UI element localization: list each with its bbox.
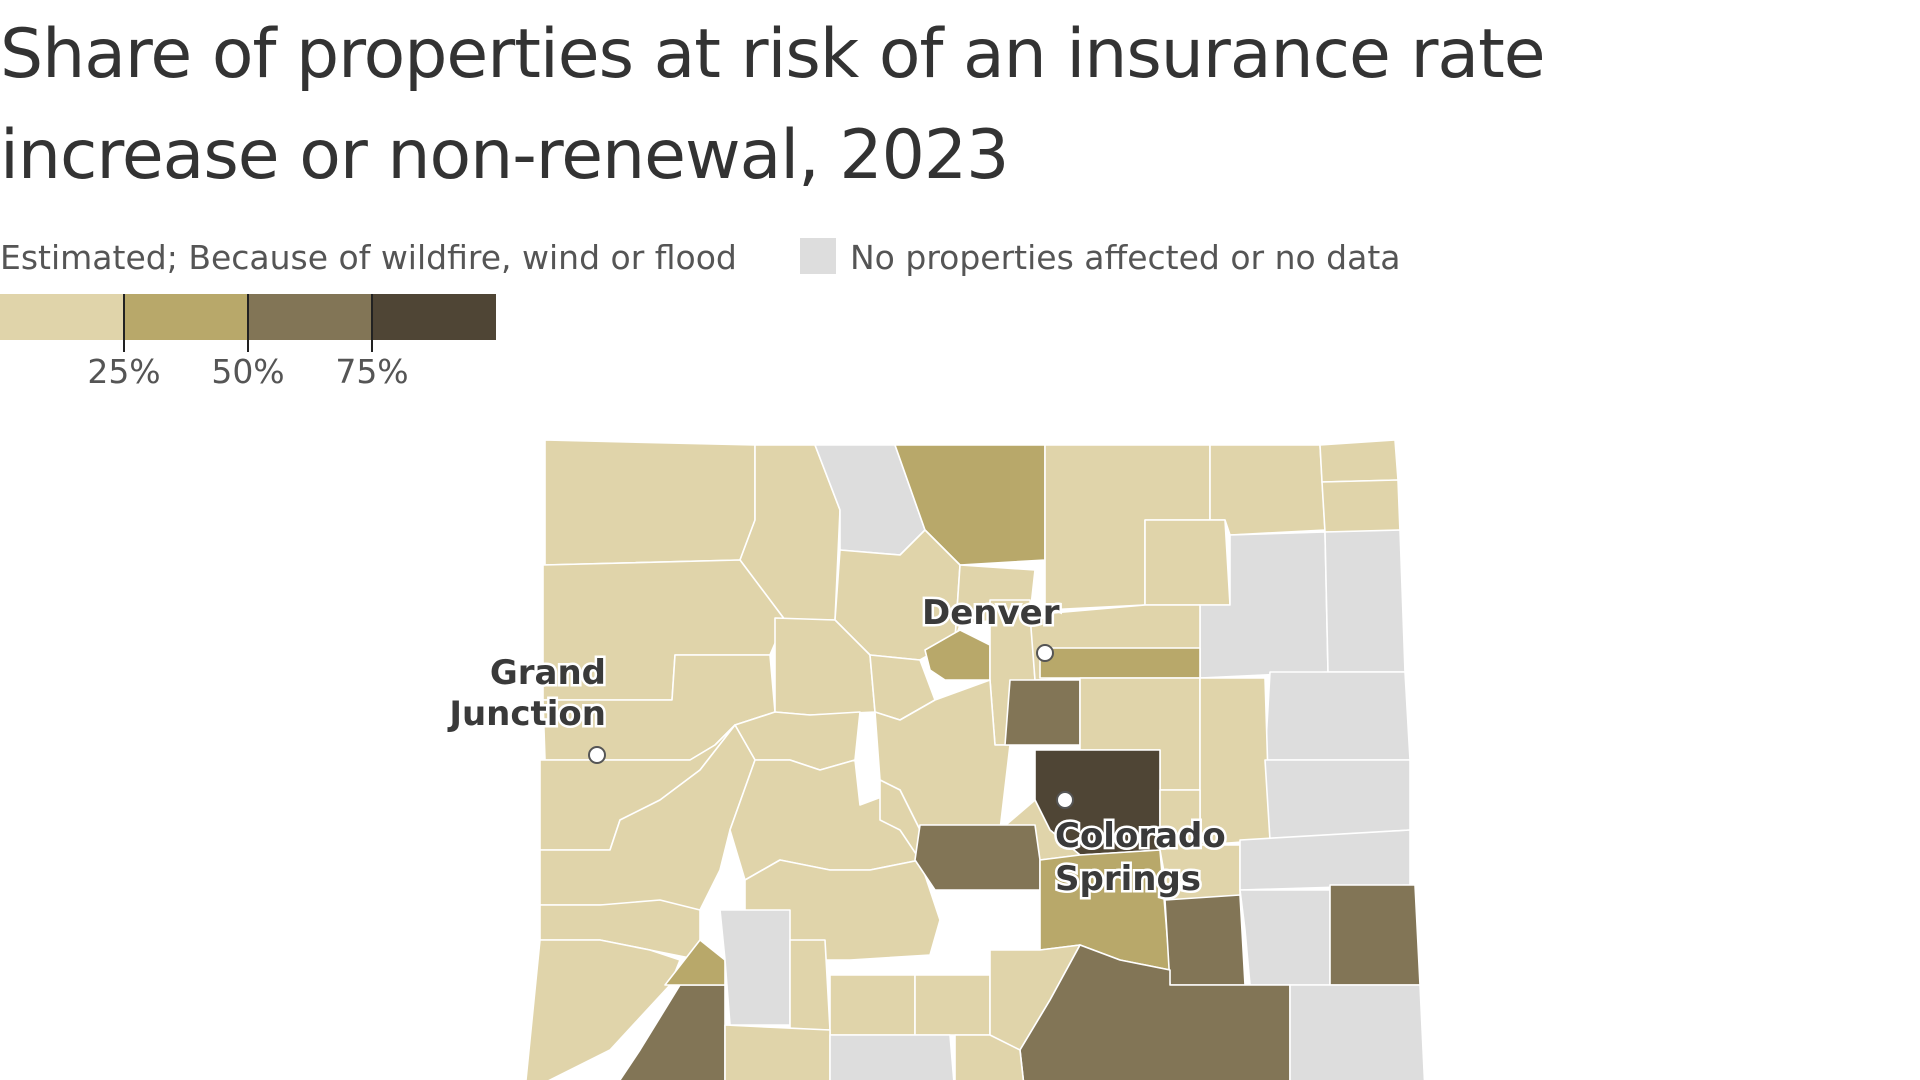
county-morgan [1144, 519, 1231, 606]
scale-bin-50-75 [248, 294, 372, 340]
county-sedgwick [1319, 439, 1399, 483]
county-archuleta [724, 1024, 831, 1080]
city-colorado-springs: Colorado Springs [1053, 791, 1228, 902]
grand-junction-label-line1: Grand [490, 653, 606, 693]
colorado-springs-label-line2: Springs [1055, 859, 1201, 899]
scale-tick-label-25: 25% [87, 352, 161, 391]
no-data-swatch [800, 238, 836, 274]
county-bent [1239, 889, 1331, 986]
county-larimer [894, 444, 1046, 566]
denver-label: Denver [922, 593, 1060, 633]
county-kit-carson [1264, 671, 1411, 761]
county-rio-grande [829, 974, 916, 1036]
scale-tick-label-75: 75% [335, 352, 409, 391]
grand-junction-label-line2: Junction [447, 694, 606, 734]
legend-label: Estimated; Because of wildfire, wind or … [0, 238, 737, 277]
scale-bin-75-100 [372, 294, 496, 340]
county-douglas [1004, 679, 1081, 746]
county-otero-south [1164, 894, 1246, 986]
county-arapahoe-east [1039, 647, 1201, 679]
county-prowers [1329, 884, 1421, 986]
scale-tick-75 [371, 294, 373, 352]
scale-bin-0-25 [0, 294, 124, 340]
city-denver: Denver [920, 591, 1062, 662]
county-baca [1289, 984, 1426, 1080]
city-grand-junction: Grand Junction [445, 651, 609, 764]
colorado-springs-dot [1056, 791, 1074, 809]
scale-tick-label-50: 50% [211, 352, 285, 391]
county-alamosa [914, 974, 991, 1036]
scale-tick-50 [247, 294, 249, 352]
county-yuma [1324, 529, 1406, 673]
color-scale [0, 294, 496, 340]
county-logan [1209, 444, 1326, 536]
county-hinsdale [719, 909, 791, 1026]
grand-junction-dot [588, 746, 606, 764]
scale-bin-25-50 [124, 294, 248, 340]
no-data-label: No properties affected or no data [850, 238, 1401, 277]
colorado-springs-label-line1: Colorado [1055, 816, 1226, 856]
county-kiowa [1239, 829, 1411, 891]
chart-title: Share of properties at risk of an insura… [0, 15, 1546, 195]
county-phillips [1321, 479, 1401, 533]
county-conejos [829, 1034, 955, 1080]
county-cheyenne [1264, 759, 1411, 841]
county-costilla [954, 1034, 1025, 1080]
county-moffat [544, 439, 756, 566]
denver-dot [1036, 644, 1054, 662]
county-fremont [914, 824, 1041, 891]
county-mineral [789, 939, 831, 1031]
scale-tick-25 [123, 294, 125, 352]
